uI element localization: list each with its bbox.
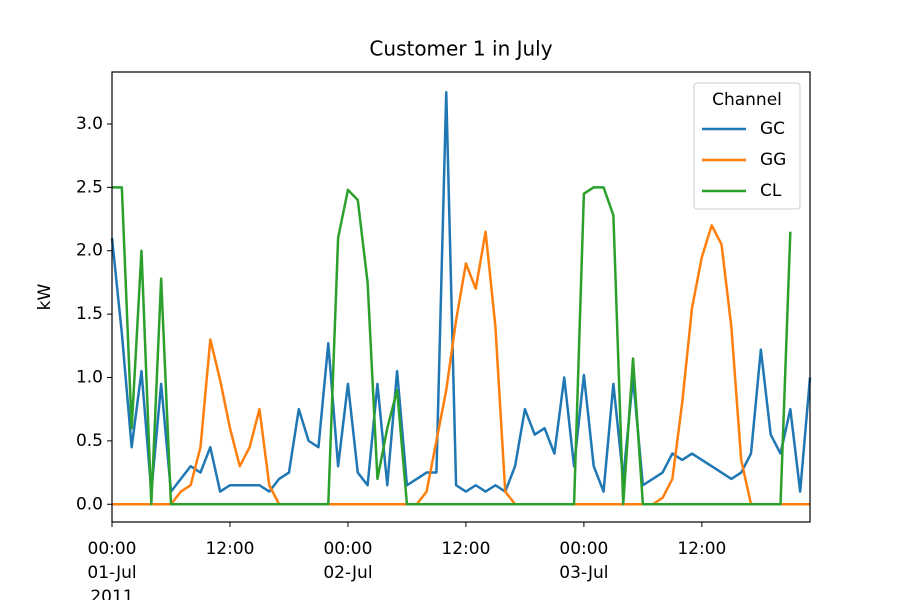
axes-frame <box>111 71 811 523</box>
y-tick-label: 2.5 <box>76 177 103 197</box>
legend-label: GC <box>760 119 785 139</box>
series-line <box>110 91 812 493</box>
legend-title: Channel <box>712 90 782 110</box>
legend-box <box>693 82 801 210</box>
x-tick-label: 02-Jul <box>323 563 372 583</box>
y-tick-label: 0.0 <box>76 494 103 514</box>
x-tick-label: 00:00 <box>559 539 608 559</box>
y-axis-label: kW <box>35 283 55 310</box>
chart-title: Customer 1 in July <box>369 37 552 61</box>
y-tick-label: 1.5 <box>76 304 103 324</box>
y-tick-label: 2.0 <box>76 241 103 261</box>
legend-label: CL <box>760 181 782 201</box>
series-line <box>112 224 810 506</box>
x-tick-label: 00:00 <box>323 539 372 559</box>
x-tick-label: 12:00 <box>205 539 254 559</box>
series-line <box>112 186 792 506</box>
legend-label: GG <box>760 150 786 170</box>
x-tick-label: 00:00 <box>88 539 137 559</box>
x-tick-label: 03-Jul <box>559 563 608 583</box>
x-tick-label: 12:00 <box>441 539 490 559</box>
y-tick-label: 0.5 <box>76 431 103 451</box>
x-tick-label: 01-Jul <box>87 563 136 583</box>
y-tick-label: 1.0 <box>76 367 103 387</box>
x-tick-label: 12:00 <box>677 539 726 559</box>
x-tick-label: 2011 <box>90 587 133 600</box>
y-tick-label: 3.0 <box>76 114 103 134</box>
